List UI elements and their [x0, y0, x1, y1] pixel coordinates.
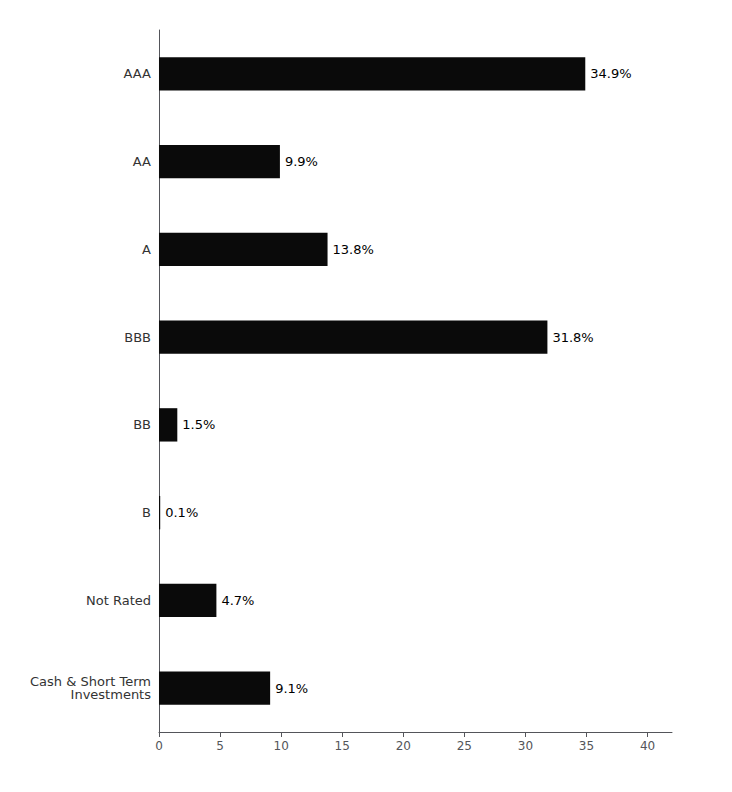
- svg-text:AAA: AAA: [124, 66, 152, 81]
- svg-text:Not Rated: Not Rated: [86, 593, 151, 608]
- svg-text:20: 20: [396, 739, 411, 753]
- svg-text:9.9%: 9.9%: [285, 154, 318, 169]
- svg-text:Cash & Short Term: Cash & Short Term: [30, 674, 151, 690]
- svg-text:1.5%: 1.5%: [182, 417, 215, 432]
- svg-text:40: 40: [640, 739, 655, 753]
- svg-text:10: 10: [273, 739, 288, 753]
- svg-text:BBB: BBB: [124, 330, 151, 345]
- svg-text:Investments: Investments: [71, 687, 152, 702]
- svg-text:15: 15: [335, 739, 350, 753]
- svg-text:0.1%: 0.1%: [165, 505, 198, 520]
- svg-text:35: 35: [579, 739, 594, 753]
- svg-text:5: 5: [216, 739, 224, 753]
- svg-text:B: B: [142, 505, 151, 520]
- svg-text:AA: AA: [133, 154, 151, 169]
- svg-text:A: A: [142, 242, 151, 257]
- svg-text:0: 0: [155, 739, 163, 753]
- svg-text:30: 30: [518, 739, 533, 753]
- svg-text:13.8%: 13.8%: [333, 242, 374, 257]
- svg-text:BB: BB: [133, 417, 151, 432]
- svg-text:9.1%: 9.1%: [275, 681, 308, 696]
- svg-text:25: 25: [457, 739, 472, 753]
- svg-text:4.7%: 4.7%: [221, 593, 254, 608]
- svg-text:31.8%: 31.8%: [552, 330, 593, 345]
- svg-text:34.9%: 34.9%: [590, 66, 631, 81]
